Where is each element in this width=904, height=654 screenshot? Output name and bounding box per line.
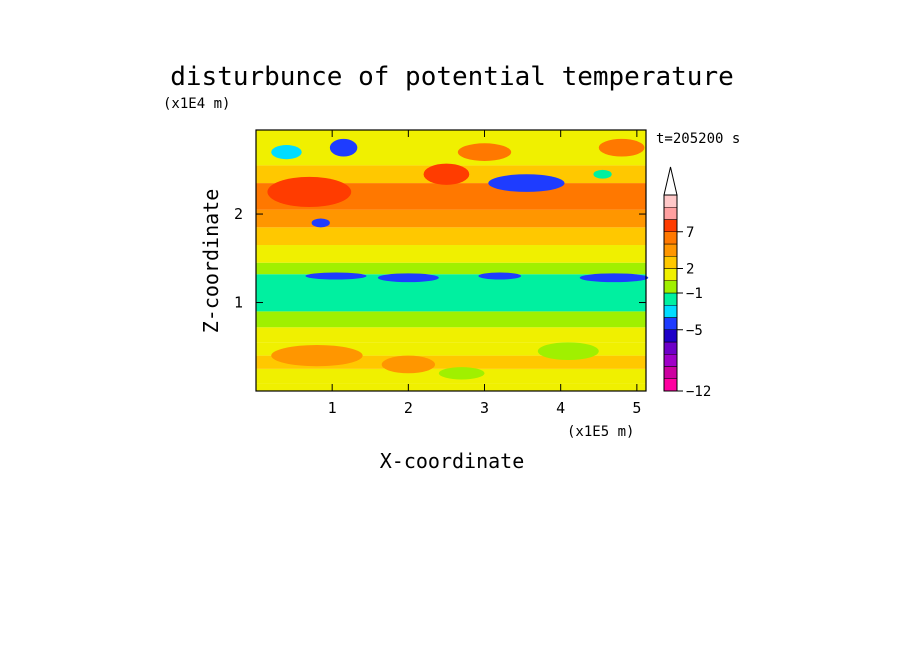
colorbar-level <box>663 366 678 379</box>
x-tick-label: 2 <box>404 399 413 417</box>
x-axis-label: X-coordinate <box>380 449 525 473</box>
field-feature <box>271 145 302 160</box>
x-tick-label: 4 <box>556 399 565 417</box>
colorbar-level <box>663 341 678 355</box>
colorbar: −12−5−127 <box>663 166 711 400</box>
field-feature <box>267 176 352 207</box>
x-unit-label: (x1E5 m) <box>567 424 634 440</box>
colorbar-tick-label: −12 <box>686 384 711 400</box>
field-feature <box>478 272 522 280</box>
plot-area <box>256 130 649 391</box>
field-feature <box>271 344 363 367</box>
colorbar-tick-label: −5 <box>686 323 703 339</box>
colorbar-level <box>663 207 678 220</box>
field-feature <box>423 163 470 185</box>
colorbar-level <box>663 280 678 294</box>
field-feature <box>305 272 367 280</box>
colorbar-level <box>663 243 678 257</box>
x-tick-label: 3 <box>480 399 489 417</box>
y-tick-label: 2 <box>234 205 243 223</box>
field-band <box>256 383 646 391</box>
field-band <box>256 311 646 328</box>
field-feature <box>579 273 649 283</box>
field-feature <box>311 218 330 228</box>
colorbar-extend-arrow <box>663 166 678 196</box>
plot-frame <box>255 129 647 392</box>
x-tick-label: 5 <box>632 399 641 417</box>
field-feature <box>537 342 599 361</box>
field-band <box>256 262 646 275</box>
colorbar-level <box>663 305 678 318</box>
field-feature <box>438 367 485 380</box>
field-band <box>256 274 646 312</box>
colorbar-level <box>663 292 678 306</box>
colorbar-tick-label: 7 <box>686 225 694 241</box>
colorbar-level <box>663 329 678 343</box>
field-feature <box>457 143 512 161</box>
colorbar-tick-label: 2 <box>686 262 694 278</box>
field-band <box>256 130 646 166</box>
field-feature <box>593 169 612 179</box>
colorbar-tick-label: −1 <box>686 286 703 302</box>
colorbar-level <box>663 256 678 269</box>
time-label: t=205200 s <box>656 131 740 147</box>
field-band <box>256 245 646 263</box>
x-axis: 1 2 3 4 5 <box>328 130 641 417</box>
x-tick-label: 1 <box>328 399 337 417</box>
colorbar-level <box>663 378 678 392</box>
chart-title: disturbunce of potential temperature <box>170 62 734 92</box>
colorbar-level <box>663 354 678 367</box>
y-axis-label: Z-coordinate <box>199 189 223 334</box>
y-axis: 12 <box>234 205 646 312</box>
field-band <box>256 327 646 343</box>
field-feature <box>381 355 436 374</box>
y-tick-label: 1 <box>234 294 243 312</box>
y-unit-label: (x1E4 m) <box>163 96 230 112</box>
field-feature <box>488 174 565 192</box>
field-band <box>256 227 646 246</box>
colorbar-level <box>663 219 678 232</box>
field-feature <box>377 273 439 283</box>
field-band <box>256 209 646 228</box>
colorbar-level <box>663 194 678 208</box>
colorbar-level <box>663 231 678 245</box>
colorbar-level <box>663 317 678 330</box>
colorbar-level <box>663 268 678 281</box>
field-feature <box>329 138 358 157</box>
field-feature <box>598 138 645 157</box>
